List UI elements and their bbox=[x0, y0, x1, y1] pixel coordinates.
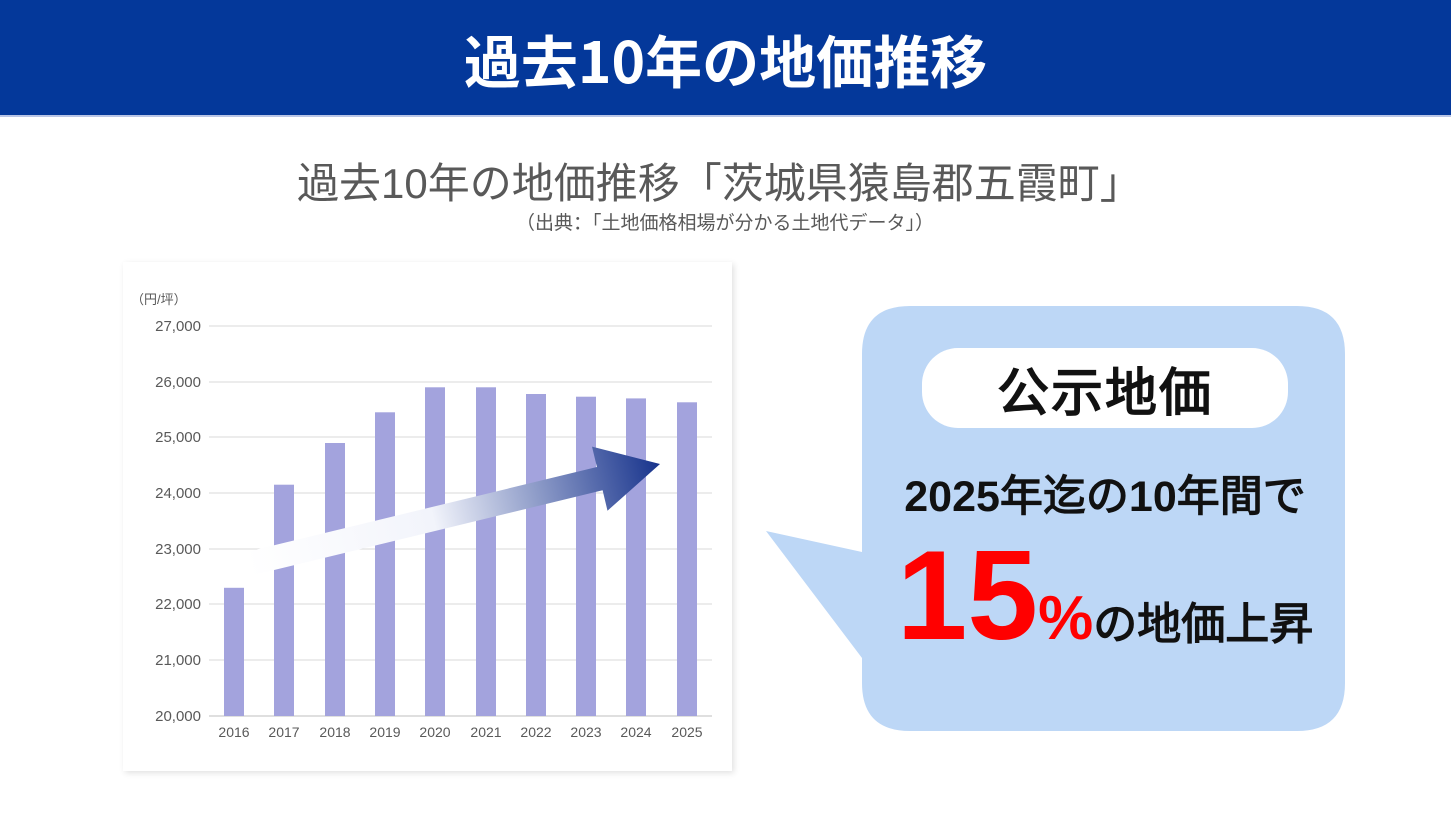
svg-text:2021: 2021 bbox=[470, 724, 501, 740]
svg-text:2020: 2020 bbox=[419, 724, 450, 740]
svg-text:25,000: 25,000 bbox=[155, 429, 201, 446]
svg-text:2022: 2022 bbox=[520, 724, 551, 740]
svg-text:21,000: 21,000 bbox=[155, 652, 201, 669]
svg-text:2024: 2024 bbox=[620, 724, 651, 740]
svg-text:2018: 2018 bbox=[319, 724, 350, 740]
svg-text:20,000: 20,000 bbox=[155, 708, 201, 725]
svg-text:2019: 2019 bbox=[369, 724, 400, 740]
svg-text:23,000: 23,000 bbox=[155, 541, 201, 558]
svg-text:27,000: 27,000 bbox=[155, 318, 201, 335]
svg-text:26,000: 26,000 bbox=[155, 374, 201, 391]
svg-text:2023: 2023 bbox=[570, 724, 601, 740]
svg-text:2017: 2017 bbox=[268, 724, 299, 740]
svg-text:2016: 2016 bbox=[218, 724, 249, 740]
svg-text:2025: 2025 bbox=[671, 724, 702, 740]
svg-text:24,000: 24,000 bbox=[155, 485, 201, 502]
svg-text:（円/坪）: （円/坪） bbox=[131, 292, 187, 307]
svg-text:22,000: 22,000 bbox=[155, 596, 201, 613]
